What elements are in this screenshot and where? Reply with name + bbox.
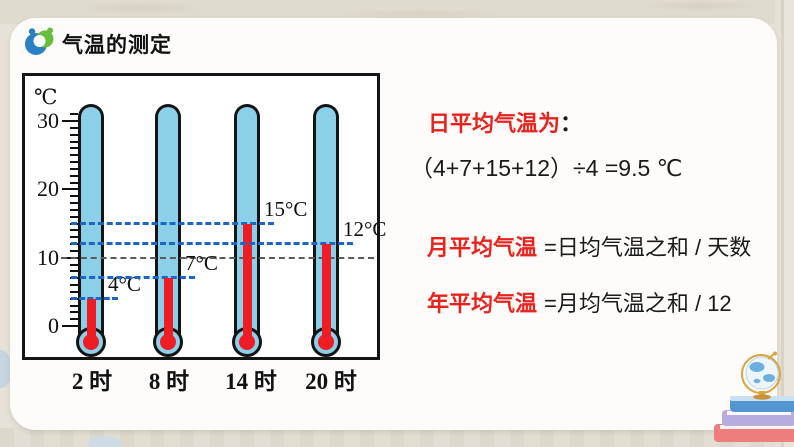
yearly-average-def: =月均气温之和 / 12	[544, 291, 732, 316]
background-dot-left	[0, 350, 12, 388]
axis-tick	[70, 195, 78, 198]
mercury-column	[321, 244, 331, 342]
axis-tick-label: 20	[37, 176, 59, 202]
axis-tick	[70, 140, 78, 143]
axis-tick-label: 0	[48, 313, 59, 338]
axis-tick	[70, 147, 78, 150]
axis-tick	[70, 284, 78, 287]
temp-guide-line	[71, 221, 274, 225]
x-axis-categories: 2 时 8 时 14 时 20 时	[25, 362, 377, 394]
monthly-average-def: =日均气温之和 / 天数	[544, 235, 752, 260]
temp-guide-line	[71, 296, 118, 300]
temp-guide-line	[71, 276, 195, 280]
mercury-column	[163, 278, 173, 342]
mercury-bulb	[318, 334, 334, 350]
mercury-bulb	[160, 334, 176, 350]
axis-tick	[70, 126, 78, 129]
axis-tick	[70, 290, 78, 293]
thermometer-tube	[78, 104, 104, 339]
yearly-average-term: 年平均气温	[427, 291, 538, 316]
globe-books-icon	[714, 351, 794, 442]
axis-tick	[70, 202, 78, 205]
axis-tick	[70, 174, 78, 177]
axis-tick	[70, 181, 78, 184]
axis-tick	[70, 167, 78, 170]
daily-average-colon: ：	[560, 111, 583, 136]
reference-line	[61, 256, 374, 259]
axis-tick	[70, 113, 78, 116]
mercury-column	[242, 223, 252, 342]
mercury-bulb	[83, 334, 99, 350]
axis-tick	[70, 311, 78, 314]
background-texture-bottom	[0, 428, 794, 447]
temp-value-label: 4°C	[108, 271, 141, 296]
axis-tick	[70, 229, 78, 232]
axis-tick	[70, 236, 78, 239]
x-axis-label: 2 时	[71, 369, 113, 394]
thermometer-chart: ℃ 0 10 20 30 4°C 7°C 15°C 12°C	[25, 76, 386, 357]
temp-value-label: 7°C	[185, 251, 218, 276]
axis-tick	[70, 270, 78, 273]
background-dot-bottom	[88, 436, 122, 447]
temp-value-label: 15°C	[264, 196, 308, 221]
axis-tick	[62, 120, 78, 123]
axis-tick	[70, 318, 78, 321]
axis-tick	[70, 161, 78, 164]
temp-guide-line	[71, 242, 353, 246]
temp-value-label: 12°C	[343, 217, 387, 242]
daily-average-heading: 日平均气温为：	[428, 106, 582, 138]
axis-tick	[70, 215, 78, 218]
axis-tick	[62, 325, 78, 327]
logo-icon	[25, 27, 54, 55]
y-axis-unit-label: ℃	[34, 85, 58, 109]
mercury-column	[86, 298, 96, 342]
x-axis-label: 14 时	[225, 369, 277, 394]
axis-tick	[62, 188, 78, 191]
axis-tick	[70, 133, 78, 136]
daily-average-term: 日平均气温为	[428, 111, 561, 136]
axis-tick	[70, 304, 78, 307]
x-axis-label: 8 时	[148, 369, 190, 394]
page-title: 气温的测定	[62, 34, 172, 57]
axis-tick-label: 10	[37, 244, 59, 270]
axis-tick	[70, 263, 78, 266]
monthly-average-term: 月平均气温	[427, 235, 538, 260]
monthly-average-definition: 月平均气温 =日均气温之和 / 天数	[427, 230, 751, 262]
axis-tick-label: 30	[37, 108, 59, 134]
daily-average-formula: （4+7+15+12）÷4 =9.5 ℃	[410, 155, 683, 181]
axis-tick	[70, 249, 78, 252]
mercury-bulb	[239, 334, 255, 350]
background-texture-right	[775, 0, 794, 447]
x-axis-label: 20 时	[305, 369, 357, 394]
axis-tick	[70, 154, 78, 157]
yearly-average-definition: 年平均气温 =月均气温之和 / 12	[427, 286, 732, 318]
axis-tick	[70, 208, 78, 211]
thermometer-chart-frame: ℃ 0 10 20 30 4°C 7°C 15°C 12°C	[22, 73, 386, 360]
